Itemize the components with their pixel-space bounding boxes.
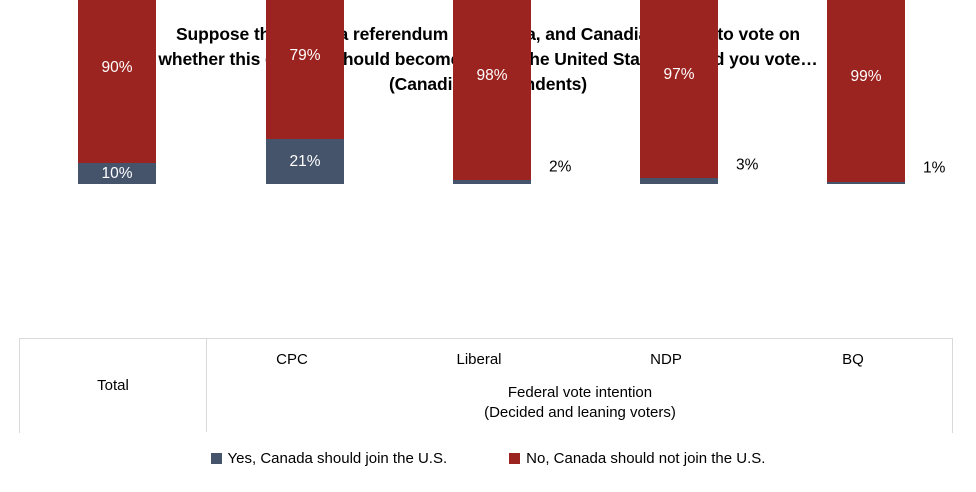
axis-tick-ndp: NDP xyxy=(650,351,682,368)
axis-group-title-line-2: (Decided and leaning voters) xyxy=(484,404,676,421)
bar-label-no-liberal: 98% xyxy=(476,67,508,85)
bar-label-no-bq: 99% xyxy=(850,68,882,86)
bar-group-total: 90% 10% xyxy=(78,0,156,184)
axis-tick-row: CPC Liberal NDP BQ xyxy=(208,339,952,379)
axis-label-total: Total xyxy=(97,377,129,394)
bar-label-yes-total: 10% xyxy=(101,164,133,182)
chart-legend: Yes, Canada should join the U.S. No, Can… xyxy=(0,450,976,467)
bar-segment-no-cpc[interactable]: 79% xyxy=(266,0,344,140)
bar-group-bq: 99% 1% xyxy=(827,0,945,184)
bar-label-no-total: 90% xyxy=(101,58,133,76)
bar-label-yes-cpc: 21% xyxy=(289,152,321,170)
axis-tick-liberal: Liberal xyxy=(456,351,502,368)
bar-group-cpc: 79% 21% xyxy=(266,0,344,184)
stacked-bar-ndp[interactable]: 97% 3% xyxy=(640,0,758,184)
bar-label-yes-liberal: 2% xyxy=(549,158,572,176)
stacked-bar-total[interactable]: 90% 10% xyxy=(78,0,156,184)
legend-swatch-yes-icon xyxy=(210,453,222,464)
stacked-bar-cpc[interactable]: 79% 21% xyxy=(266,0,344,184)
bar-segment-no-ndp[interactable]: 97% xyxy=(640,0,718,178)
stacked-bar-bq[interactable]: 99% 1% xyxy=(827,0,945,184)
bar-group-liberal: 98% 2% xyxy=(453,0,571,184)
bar-segment-yes-liberal[interactable]: 2% xyxy=(453,159,571,184)
bar-group-ndp: 97% 3% xyxy=(640,0,758,184)
axis-group-title: Federal vote intention (Decided and lean… xyxy=(208,383,952,423)
bar-segment-yes-cpc[interactable]: 21% xyxy=(266,139,344,184)
legend-entry-yes[interactable]: Yes, Canada should join the U.S. xyxy=(210,450,448,467)
bar-segment-yes-ndp[interactable]: 3% xyxy=(640,157,758,184)
axis-tick-bq: BQ xyxy=(842,351,864,368)
bar-label-yes-bq: 1% xyxy=(923,159,946,177)
bar-label-no-ndp: 97% xyxy=(663,66,695,84)
legend-label-no: No, Canada should not join the U.S. xyxy=(526,450,766,467)
legend-swatch-no-icon xyxy=(509,453,521,464)
axis-cell-total: Total xyxy=(20,339,207,432)
legend-entry-no[interactable]: No, Canada should not join the U.S. xyxy=(509,450,765,467)
category-axis: Total CPC Liberal NDP BQ Federal vote in… xyxy=(19,338,953,433)
plot-area: 90% 10% 79% 21% 98% xyxy=(78,0,945,184)
bar-segment-yes-bq[interactable]: 1% xyxy=(827,160,945,184)
bar-label-no-cpc: 79% xyxy=(289,47,321,64)
bar-segment-yes-total[interactable]: 10% xyxy=(78,162,156,184)
stacked-bar-liberal[interactable]: 98% 2% xyxy=(453,0,571,184)
bar-segment-no-liberal[interactable]: 98% xyxy=(453,0,531,180)
bar-label-yes-ndp: 3% xyxy=(736,155,759,173)
axis-tick-cpc: CPC xyxy=(276,351,308,368)
axis-group-title-line-1: Federal vote intention xyxy=(507,384,653,401)
axis-cell-federal-vote-intention: CPC Liberal NDP BQ Federal vote intentio… xyxy=(208,339,952,432)
legend-label-yes: Yes, Canada should join the U.S. xyxy=(227,450,448,467)
bar-segment-no-total[interactable]: 90% xyxy=(78,0,156,163)
bar-segment-no-bq[interactable]: 99% xyxy=(827,0,905,182)
